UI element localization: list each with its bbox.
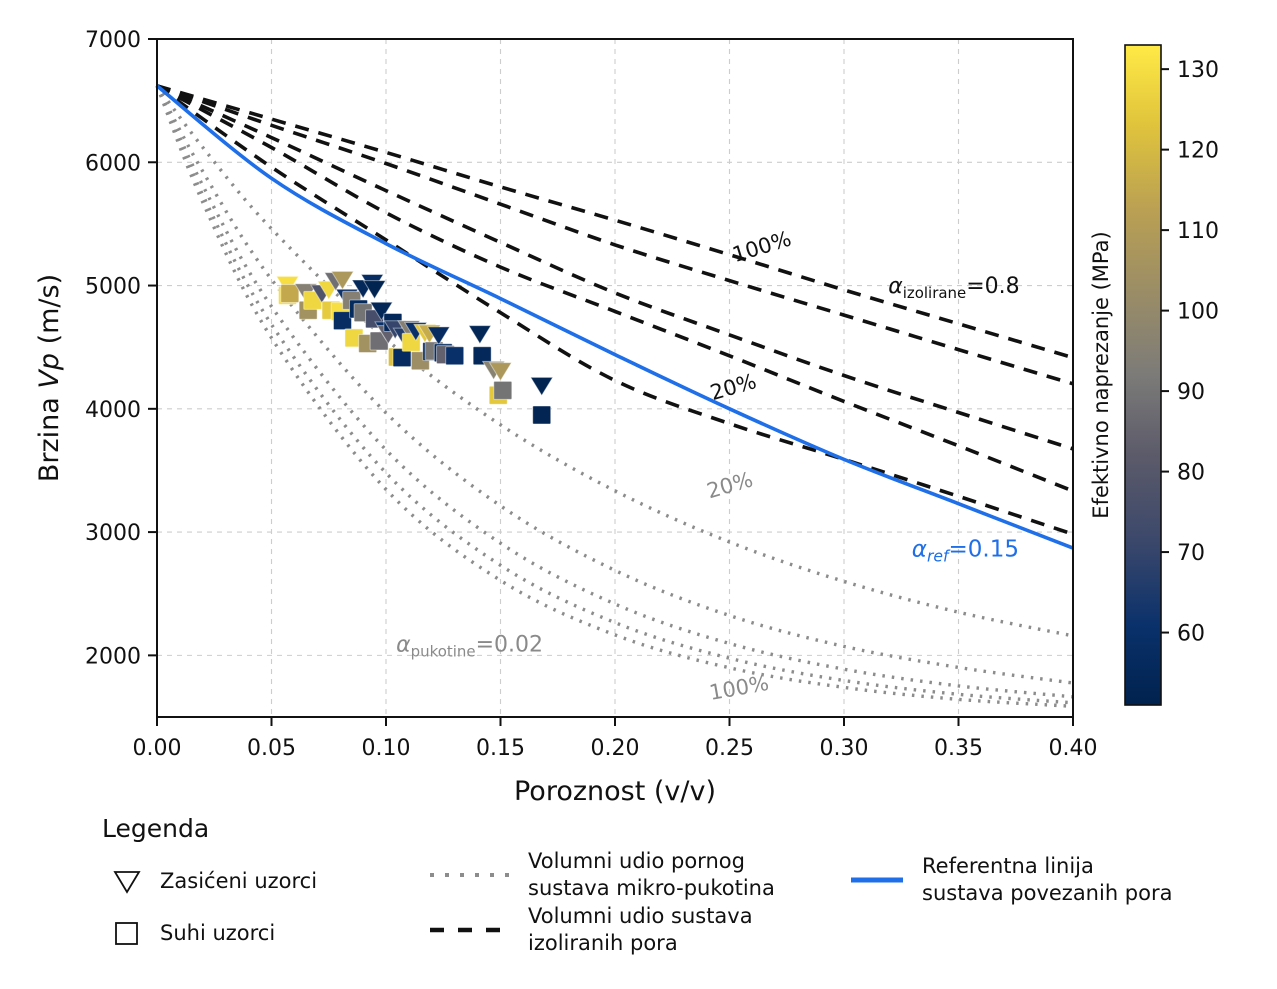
scatter-point-dry	[332, 311, 352, 331]
y-tick-label: 4000	[85, 398, 141, 423]
annotation: 100%	[707, 671, 770, 705]
micro-dotted-line-icon	[430, 872, 510, 877]
y-tick-label: 6000	[85, 151, 141, 176]
scatter-point-saturated	[529, 376, 554, 397]
colorbar-tick-label: 110	[1177, 219, 1219, 244]
curve-micro-80%	[155, 85, 1074, 705]
curve-isolated-40%	[156, 84, 1074, 493]
isolated-dashed-line-icon	[430, 927, 510, 933]
annotation: αref=0.15	[912, 537, 1019, 566]
saturated-marker-icon	[113, 871, 141, 894]
colorbar-tick-label: 90	[1177, 380, 1205, 405]
colorbar-tick-label: 80	[1177, 461, 1205, 486]
x-tick-label: 0.40	[1049, 736, 1098, 761]
colorbar-tick-label: 100	[1177, 300, 1219, 325]
legend-micro-line1: Volumni udio pornog	[528, 849, 745, 873]
legend-isolated-line1: Volumni udio sustava	[528, 904, 753, 928]
curve-micro-100%	[155, 85, 1074, 708]
scatter-point-saturated	[330, 270, 355, 291]
annotation: 20%	[704, 467, 755, 503]
curve-isolated-20%	[155, 84, 1074, 536]
curve-isolated-100%	[156, 84, 1074, 360]
legend-reference-label: Referentna linija sustava povezanih pora	[922, 853, 1173, 907]
curve-isolated-80%	[156, 84, 1074, 386]
x-tick-label: 0.30	[820, 736, 869, 761]
colorbar-label: Efektivno naprezanje (MPa)	[1089, 231, 1113, 518]
legend-title: Legenda	[102, 814, 210, 843]
y-tick-label: 3000	[85, 521, 141, 546]
x-tick-label: 0.10	[362, 736, 411, 761]
colorbar-tick-label: 120	[1177, 139, 1219, 164]
x-tick-label: 0.15	[476, 736, 525, 761]
colorbar-tick-label: 60	[1177, 622, 1205, 647]
legend-isolated-label: Volumni udio sustava izoliranih pora	[528, 903, 753, 957]
scatter-point-dry	[472, 346, 492, 366]
scatter-points	[275, 270, 554, 425]
axis-ticks: 0.00 0.05 0.10 0.15 0.20 0.25 0.30 0.35 0.40 2000…	[85, 28, 1097, 761]
legend-dry-label: Suhi uzorci	[160, 920, 276, 945]
curve-micro-60%	[155, 85, 1074, 699]
annotation: αpukotine=0.02	[396, 633, 543, 661]
colorbar-tick-label: 70	[1177, 541, 1205, 566]
scatter-point-saturated	[362, 280, 387, 300]
x-tick-label: 0.35	[934, 736, 983, 761]
x-axis-label: Poroznost (v/v)	[514, 776, 716, 807]
annotation: 100%	[730, 227, 794, 268]
legend-reference-line1: Referentna linija	[922, 854, 1094, 878]
scatter-point-dry	[392, 348, 412, 368]
micro-fracture-curves	[155, 84, 1074, 708]
x-tick-label: 0.25	[705, 736, 754, 761]
chart-canvas: 100% αizolirane=0.8 20% αref=0.15 20% αpukoti…	[34, 28, 1219, 807]
gridlines	[157, 39, 1073, 717]
curve-reference	[155, 84, 1074, 550]
x-tick-label: 0.05	[247, 736, 296, 761]
annotation: αizolirane=0.8	[888, 274, 1019, 302]
annotations: 100% αizolirane=0.8 20% αref=0.15 20% αpukoti…	[396, 227, 1019, 705]
legend-saturated-label: Zasićeni uzorci	[160, 868, 318, 893]
legend-reference-line2: sustava povezanih pora	[922, 880, 1173, 905]
scatter-point-saturated	[488, 362, 513, 382]
y-tick-label: 2000	[85, 644, 141, 669]
x-tick-label: 0.00	[133, 736, 182, 761]
reference-line-icon	[851, 877, 903, 883]
dry-marker-icon	[115, 922, 138, 945]
colorbar-tick-label: 130	[1177, 58, 1219, 83]
legend-micro-line2: sustava mikro-pukotina	[528, 875, 775, 900]
isolated-pore-curves	[155, 84, 1074, 536]
legend-isolated-line2: izoliranih pora	[528, 930, 678, 955]
scatter-point-dry	[532, 405, 552, 425]
y-tick-label: 5000	[85, 275, 141, 300]
x-tick-label: 0.20	[591, 736, 640, 761]
chart-legend: Legenda Zasićeni uzorci Suhi uzorci Volu…	[0, 808, 1277, 989]
y-axis-label: Brzina Vp (m/s)	[34, 274, 65, 482]
legend-micro-label: Volumni udio pornog sustava mikro-pukoti…	[528, 848, 775, 902]
scatter-point-dry	[445, 346, 465, 366]
scatter-point-saturated	[426, 326, 451, 346]
scatter-point-dry	[280, 284, 300, 304]
scatter-point-saturated	[369, 301, 394, 322]
colorbar: 60 70 80 90 100 110 120 130 Efektivno naprezanje…	[1089, 44, 1219, 706]
curve-isolated-60%	[156, 84, 1074, 451]
annotation: 20%	[708, 369, 759, 405]
scatter-point-saturated	[467, 325, 492, 345]
y-tick-label: 7000	[85, 28, 141, 53]
scatter-point-dry	[493, 380, 513, 400]
